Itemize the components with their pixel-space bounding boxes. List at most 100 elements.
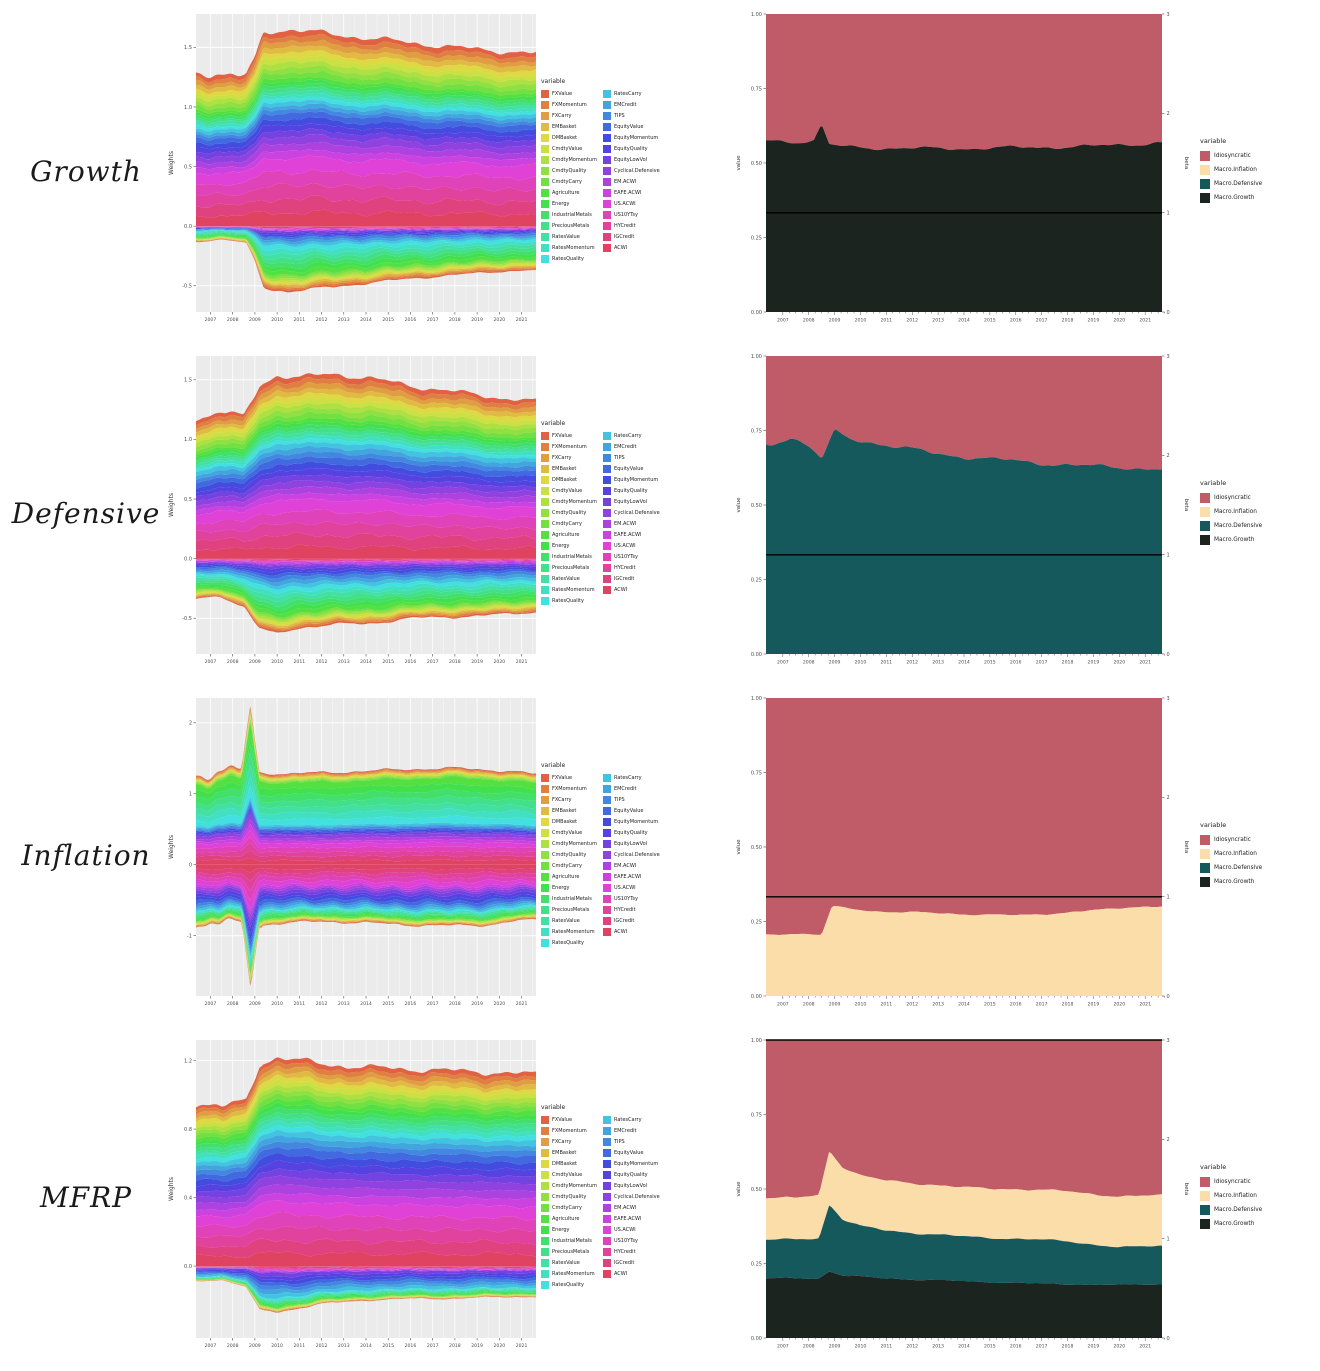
legend-item-idiosyncratic: Idiosyncratic [1200, 491, 1296, 505]
legend-item-us.acwi: US.ACWI [602, 882, 660, 893]
legend-swatch [541, 89, 549, 98]
svg-text:1.00: 1.00 [751, 354, 762, 360]
legend-swatch [602, 850, 611, 859]
legend-item-macro.growth: Macro.Growth [1200, 533, 1296, 547]
legend-label: CmdtyQuality [552, 509, 587, 516]
legend-item-ratesquality: RatesQuality [541, 937, 597, 948]
legend-swatch [541, 1137, 549, 1146]
legend-item-tips: TIPS [602, 110, 660, 121]
legend-swatch [602, 100, 611, 109]
legend-label: FXCarry [552, 454, 572, 461]
growth-macro-block: 0.00 0.25 0.50 0.75 1.00 0 1 2 3 2007 2008 2009 2010… [726, 6, 1296, 336]
legend-label: FXCarry [552, 1138, 572, 1145]
legend-swatch [541, 905, 549, 914]
svg-text:0: 0 [1167, 994, 1170, 1000]
legend-label: EquityMomentum [613, 134, 659, 141]
legend-label: FXMomentum [552, 785, 587, 792]
legend-label: CmdtyQuality [552, 167, 587, 174]
legend-swatch [602, 795, 611, 804]
legend-swatch [541, 155, 549, 164]
legend-item-macro.defensive: Macro.Defensive [1200, 177, 1296, 191]
row-inflation: Inflation -1 0 1 2 2007 2008 2009 2010 2011 2012 2… [0, 684, 1320, 1026]
legend-item-cmdtymomentum: CmdtyMomentum [541, 838, 597, 849]
legend-label: Macro.Growth [1214, 1221, 1255, 1227]
legend-item-us.acwi: US.ACWI [602, 540, 660, 551]
legend-item-industrialmetals: IndustrialMetals [541, 209, 597, 220]
svg-text:2018: 2018 [1062, 1344, 1074, 1350]
svg-text:2020: 2020 [493, 317, 505, 323]
svg-text:2019: 2019 [1088, 1344, 1100, 1350]
legend-item-cmdtyvalue: CmdtyValue [541, 827, 597, 838]
svg-text:3: 3 [1167, 696, 1170, 702]
legend-label: EquityLowVol [613, 840, 648, 847]
legend-swatch [602, 1269, 611, 1278]
svg-text:2017: 2017 [1036, 1002, 1048, 1008]
svg-text:2021: 2021 [516, 1343, 528, 1349]
legend-swatch [602, 166, 611, 175]
legend-label: CmdtyQuality [552, 1193, 587, 1200]
svg-text:0.50: 0.50 [751, 1187, 762, 1193]
legend-item-fxmomentum: FXMomentum [541, 1125, 597, 1136]
svg-text:1.0: 1.0 [184, 105, 192, 111]
svg-text:2019: 2019 [471, 1001, 483, 1007]
legend-item-equitylowvol: EquityLowVol [602, 154, 660, 165]
legend-swatch [541, 166, 549, 175]
legend-swatch [602, 453, 611, 462]
svg-text:2011: 2011 [881, 1344, 893, 1350]
row-label-defensive: Defensive [11, 496, 161, 530]
defensive-weights-block: -0.5 0.0 0.5 1.0 1.5 2007 2008 2009 2010 2011 2012… [166, 348, 726, 678]
svg-text:2016: 2016 [1010, 318, 1022, 324]
legend-item-macro.inflation: Macro.Inflation [1200, 163, 1296, 177]
legend-item-preciousmetals: PreciousMetals [541, 1246, 597, 1257]
legend-item-igcredit: IGCredit [602, 915, 660, 926]
legend-swatch [602, 155, 611, 164]
legend-swatch [541, 1203, 549, 1212]
svg-text:2009: 2009 [829, 1002, 841, 1008]
legend-item-em.acwi: EM.ACWI [602, 518, 660, 529]
legend-swatch [602, 585, 611, 594]
row-label-growth: Growth [30, 154, 142, 188]
legend-label: Energy [552, 542, 570, 549]
legend-title: variable [1200, 1163, 1227, 1171]
legend-item-cmdtycarry: CmdtyCarry [541, 860, 597, 871]
legend-label: FXCarry [552, 112, 572, 119]
svg-text:2011: 2011 [881, 660, 893, 666]
svg-text:2013: 2013 [932, 1002, 944, 1008]
legend-label: EMCredit [613, 101, 637, 108]
legend-swatch [541, 1170, 549, 1179]
defensive-macro-block: 0.00 0.25 0.50 0.75 1.00 0 1 2 3 2007 2008 2009 2010… [726, 348, 1296, 678]
svg-text:2012: 2012 [316, 659, 328, 665]
legend-label: Cyclical.Defensive [613, 1193, 660, 1200]
legend-label: EAFE.ACWI [613, 189, 642, 196]
legend-label: DMBasket [552, 134, 578, 141]
legend-label: US.ACWI [613, 1226, 636, 1233]
legend-item-em.acwi: EM.ACWI [602, 176, 660, 187]
legend-item-macro.defensive: Macro.Defensive [1200, 519, 1296, 533]
svg-text:2010: 2010 [271, 317, 283, 323]
svg-text:2007: 2007 [205, 1343, 217, 1349]
svg-text:value: value [736, 1181, 742, 1197]
legend-label: Idiosyncratic [1214, 837, 1251, 843]
legend-swatch [602, 883, 611, 892]
svg-text:2019: 2019 [1088, 660, 1100, 666]
legend-item-industrialmetals: IndustrialMetals [541, 551, 597, 562]
legend-label: EquityLowVol [613, 1182, 648, 1189]
legend-item-macro.defensive: Macro.Defensive [1200, 1203, 1296, 1217]
legend-swatch [541, 806, 549, 815]
svg-text:2018: 2018 [1062, 318, 1074, 324]
legend-swatch [541, 442, 549, 451]
legend-swatch [541, 552, 549, 561]
svg-text:2013: 2013 [932, 1344, 944, 1350]
legend-label: US10YTsy [613, 895, 638, 902]
legend-item-macro.inflation: Macro.Inflation [1200, 847, 1296, 861]
legend-swatch [541, 1225, 549, 1234]
legend-label: EMBasket [552, 1149, 577, 1156]
legend-swatch [602, 475, 611, 484]
legend-swatch [541, 232, 549, 241]
svg-text:2012: 2012 [316, 317, 328, 323]
svg-text:2014: 2014 [360, 1001, 372, 1007]
legend-swatch [541, 453, 549, 462]
legend-item-cmdtyquality: CmdtyQuality [541, 165, 597, 176]
svg-text:2010: 2010 [271, 1343, 283, 1349]
legend-swatch [541, 1269, 549, 1278]
